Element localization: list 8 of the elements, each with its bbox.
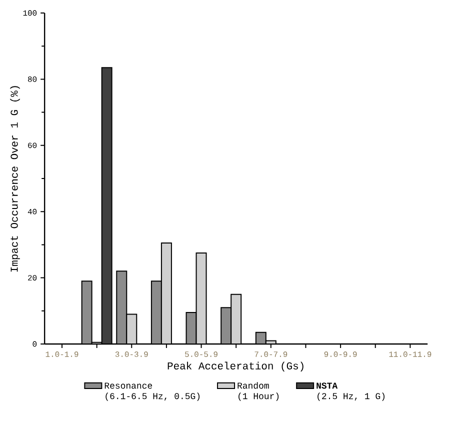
legend-label: Random [238, 382, 269, 389]
text: (2.5 Hz, 1 G) [318, 392, 384, 401]
y-axis-title: Impact Occurrence Over 1 G (%) [10, 86, 20, 272]
legend-label: NSTA [316, 382, 338, 389]
text: (1 Hour) [238, 392, 279, 401]
legend-label: Resonance [104, 382, 152, 389]
x-axis-title: Peak Acceleration (Gs) [168, 362, 304, 372]
text: (6.1-6.5 Hz, 0.5G) [106, 392, 200, 401]
